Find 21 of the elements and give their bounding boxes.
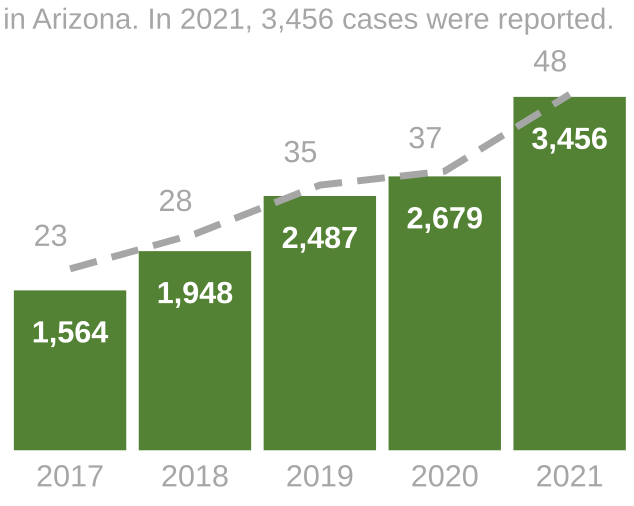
data-label: 1,948 xyxy=(158,282,232,308)
data-label: 48 xyxy=(534,50,566,72)
x-tick-label: 2021 xyxy=(537,465,602,487)
bar xyxy=(138,251,252,450)
data-label: 37 xyxy=(409,126,441,148)
x-tick-label: 2020 xyxy=(412,465,478,487)
data-label: 2,487 xyxy=(282,226,357,253)
data-label: 2,679 xyxy=(408,206,482,234)
x-tick-label: 2017 xyxy=(38,465,103,487)
bar xyxy=(388,176,501,450)
data-label: 1,564 xyxy=(34,321,108,348)
data-label: 3,456 xyxy=(532,128,607,154)
data-label: 28 xyxy=(160,190,192,212)
bar xyxy=(14,290,126,450)
x-tick-label: 2019 xyxy=(287,465,352,487)
data-label: 35 xyxy=(284,140,316,162)
bar xyxy=(513,96,626,450)
data-label: 23 xyxy=(35,224,66,246)
chart-title: in Arizona. In 2021, 3,456 cases were reported. xyxy=(5,8,612,35)
x-tick-label: 2018 xyxy=(162,465,228,487)
bar xyxy=(264,196,376,450)
